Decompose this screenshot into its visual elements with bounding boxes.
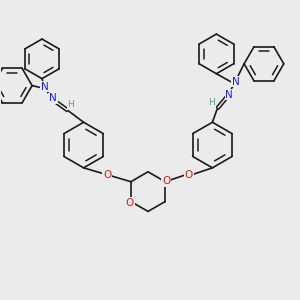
Text: O: O (185, 170, 193, 180)
Text: H: H (68, 100, 74, 109)
Text: O: O (126, 197, 134, 208)
Text: O: O (103, 170, 111, 180)
Text: N: N (232, 76, 240, 87)
Text: O: O (162, 176, 170, 186)
Text: N: N (41, 82, 49, 92)
Text: N: N (49, 94, 57, 103)
Text: N: N (225, 89, 233, 100)
Text: H: H (208, 98, 215, 107)
